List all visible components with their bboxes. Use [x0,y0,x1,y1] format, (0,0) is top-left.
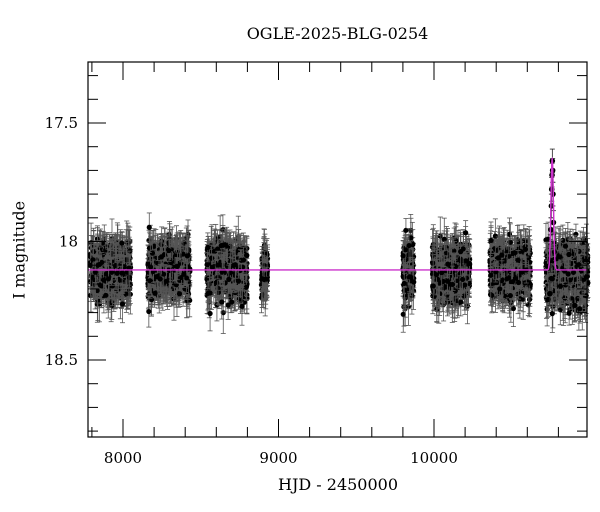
axis-ticks [88,62,587,437]
plot-frame [87,61,588,438]
x-tick-label: 9000 [259,449,297,467]
chart-title: OGLE-2025-BLG-0254 [246,24,429,43]
x-axis-label: HJD - 2450000 [277,475,399,494]
y-tick-label: 18 [59,233,78,251]
x-tick-label: 10000 [410,449,458,467]
y-tick-label: 18.5 [45,351,78,369]
x-tick-label: 8000 [104,449,142,467]
data-points-layer [87,148,591,334]
y-tick-label: 17.5 [45,114,78,132]
model-curve-layer [88,156,587,271]
tick-labels: 8000 9000 10000 17.5 18 18.5 [45,114,458,467]
